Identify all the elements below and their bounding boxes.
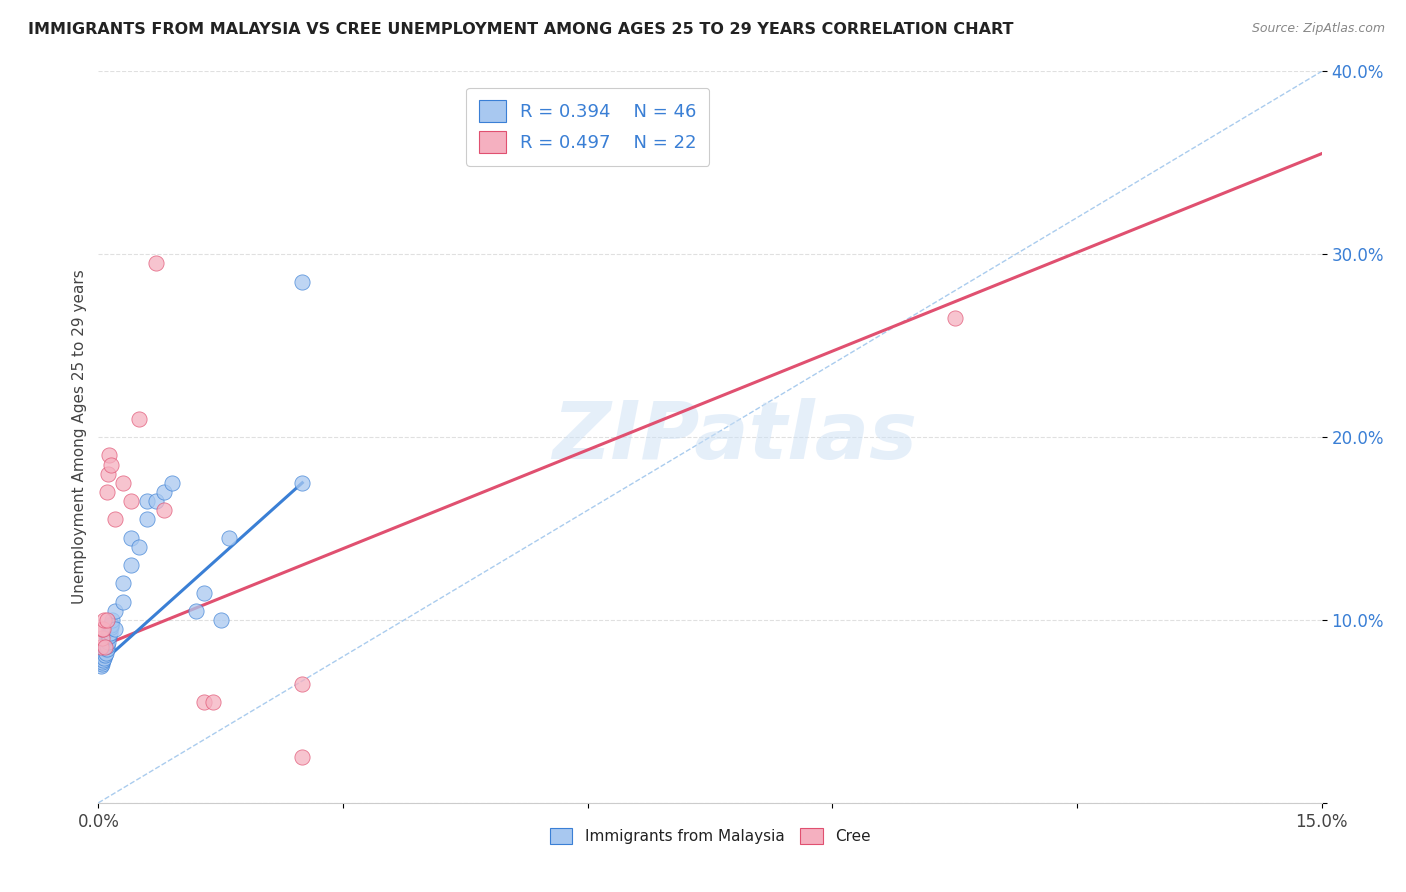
Point	[120, 494, 142, 508]
Point	[193, 585, 215, 599]
Point	[201, 695, 224, 709]
Point	[209, 613, 232, 627]
Point	[160, 475, 183, 490]
Point	[91, 622, 114, 636]
Point	[152, 503, 174, 517]
Point	[291, 275, 314, 289]
Point	[98, 625, 121, 640]
Point	[291, 677, 314, 691]
Point	[100, 620, 122, 634]
Y-axis label: Unemployment Among Ages 25 to 29 years: Unemployment Among Ages 25 to 29 years	[72, 269, 87, 605]
Point	[97, 467, 120, 481]
Point	[93, 644, 115, 658]
Point	[291, 750, 314, 764]
Point	[94, 640, 117, 655]
Point	[90, 632, 112, 646]
Point	[90, 651, 112, 665]
Point	[104, 512, 127, 526]
Point	[91, 646, 114, 660]
Point	[90, 658, 112, 673]
Point	[96, 613, 118, 627]
Point	[90, 657, 112, 671]
Point	[96, 642, 118, 657]
Point	[96, 637, 118, 651]
Point	[100, 618, 122, 632]
Point	[152, 485, 174, 500]
Point	[91, 648, 114, 662]
Point	[94, 642, 117, 657]
Point	[96, 632, 118, 646]
Point	[145, 494, 167, 508]
Point	[91, 653, 114, 667]
Point	[193, 695, 215, 709]
Point	[100, 458, 122, 472]
Point	[97, 635, 120, 649]
Point	[90, 640, 112, 655]
Point	[120, 558, 142, 573]
Point	[136, 512, 159, 526]
Point	[91, 655, 114, 669]
Point	[111, 594, 134, 608]
Legend: Immigrants from Malaysia, Cree: Immigrants from Malaysia, Cree	[544, 822, 876, 850]
Point	[100, 616, 122, 631]
Point	[90, 653, 112, 667]
Point	[98, 622, 121, 636]
Point	[111, 475, 134, 490]
Point	[96, 632, 118, 646]
Point	[93, 613, 115, 627]
Point	[93, 651, 115, 665]
Point	[136, 494, 159, 508]
Point	[96, 639, 118, 653]
Point	[97, 627, 120, 641]
Text: ZIPatlas: ZIPatlas	[553, 398, 917, 476]
Point	[94, 646, 117, 660]
Point	[98, 629, 121, 643]
Point	[94, 648, 117, 662]
Point	[91, 622, 114, 636]
Text: IMMIGRANTS FROM MALAYSIA VS CREE UNEMPLOYMENT AMONG AGES 25 TO 29 YEARS CORRELAT: IMMIGRANTS FROM MALAYSIA VS CREE UNEMPLO…	[28, 22, 1014, 37]
Point	[111, 576, 134, 591]
Point	[104, 622, 127, 636]
Point	[128, 412, 150, 426]
Point	[186, 604, 208, 618]
Point	[218, 531, 240, 545]
Point	[145, 256, 167, 270]
Point	[101, 613, 124, 627]
Point	[96, 485, 118, 500]
Point	[128, 540, 150, 554]
Point	[91, 649, 114, 664]
Point	[98, 448, 121, 462]
Point	[943, 311, 966, 326]
Point	[120, 531, 142, 545]
Point	[104, 604, 127, 618]
Point	[291, 475, 314, 490]
Text: Source: ZipAtlas.com: Source: ZipAtlas.com	[1251, 22, 1385, 36]
